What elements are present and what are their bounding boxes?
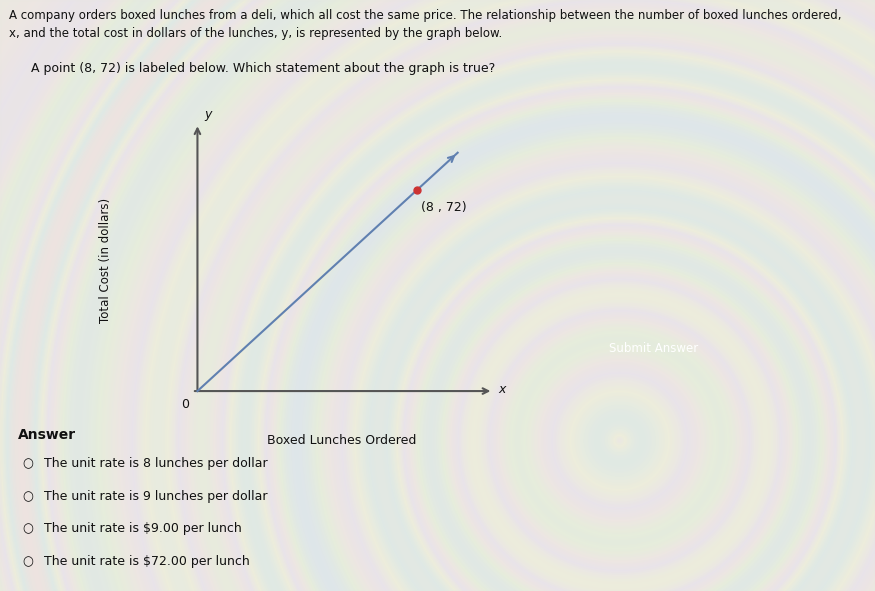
Text: The unit rate is 9 lunches per dollar: The unit rate is 9 lunches per dollar	[44, 490, 267, 503]
Text: The unit rate is 8 lunches per dollar: The unit rate is 8 lunches per dollar	[44, 457, 268, 470]
Text: ○: ○	[22, 457, 32, 470]
Text: The unit rate is $72.00 per lunch: The unit rate is $72.00 per lunch	[44, 555, 249, 568]
Text: x: x	[499, 383, 506, 396]
Text: x, and the total cost in dollars of the lunches, y, is represented by the graph : x, and the total cost in dollars of the …	[9, 27, 502, 40]
Text: Submit Answer: Submit Answer	[609, 342, 699, 355]
Text: ○: ○	[22, 555, 32, 568]
Text: A point (8, 72) is labeled below. Which statement about the graph is true?: A point (8, 72) is labeled below. Which …	[31, 62, 495, 75]
Text: ○: ○	[22, 522, 32, 535]
Text: 0: 0	[181, 398, 189, 411]
Text: Total Cost (in dollars): Total Cost (in dollars)	[99, 197, 111, 323]
Text: (8 , 72): (8 , 72)	[421, 202, 466, 215]
Text: Answer: Answer	[18, 428, 75, 443]
Text: A company orders boxed lunches from a deli, which all cost the same price. The r: A company orders boxed lunches from a de…	[9, 9, 841, 22]
Text: y: y	[204, 108, 212, 121]
Text: Boxed Lunches Ordered: Boxed Lunches Ordered	[267, 434, 416, 447]
Text: ○: ○	[22, 490, 32, 503]
Text: The unit rate is $9.00 per lunch: The unit rate is $9.00 per lunch	[44, 522, 242, 535]
